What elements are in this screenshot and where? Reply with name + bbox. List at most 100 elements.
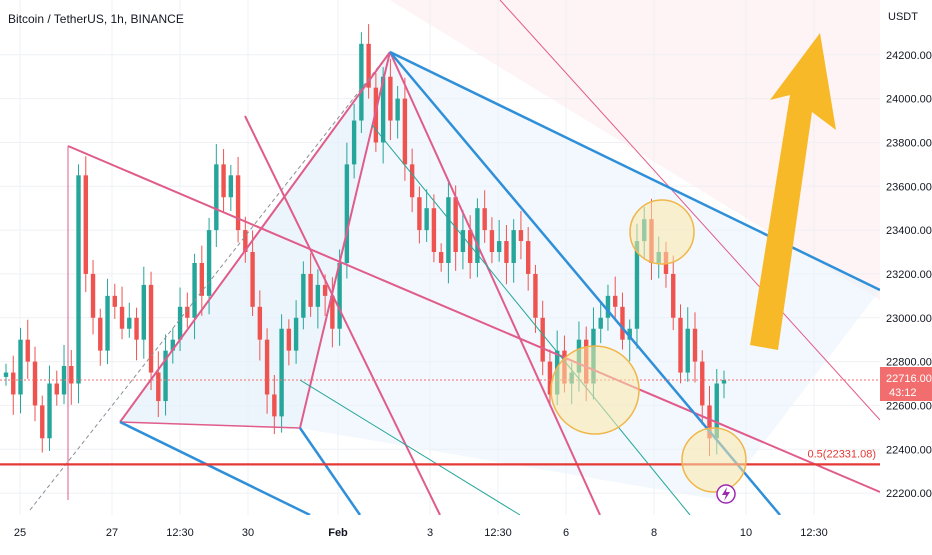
- current-price-tag: [880, 367, 932, 402]
- candle-body: [105, 295, 110, 351]
- candle-body: [511, 230, 516, 263]
- candle-body: [112, 295, 117, 307]
- candle-body: [714, 383, 719, 439]
- candle-body: [467, 230, 473, 263]
- candle-body: [40, 405, 45, 439]
- candle-body: [366, 43, 371, 88]
- candle-body: [533, 273, 538, 318]
- y-axis-unit: USDT: [888, 11, 918, 23]
- x-tick-label: 6: [563, 527, 569, 539]
- y-axis-panel: [880, 0, 932, 550]
- candle-body: [206, 230, 212, 296]
- blue-channel-bottom-right: [298, 427, 362, 516]
- blue-channel-top: [389, 50, 881, 292]
- candle-body: [148, 284, 154, 373]
- candle-body: [214, 164, 219, 231]
- x-tick-label: 25: [14, 527, 26, 539]
- candle-body: [293, 317, 299, 351]
- teal-median-line-2: [299, 379, 521, 516]
- candle-body: [721, 380, 727, 384]
- x-tick-label: 12:30: [800, 527, 828, 539]
- candle-body: [47, 383, 52, 439]
- bg-pink-region: [390, 0, 880, 300]
- lightning-bolt-icon: [722, 487, 730, 501]
- y-tick-label: 22600.00: [886, 400, 932, 412]
- highlight-circle-top: [629, 199, 695, 265]
- candle-body: [489, 230, 495, 253]
- candle-body: [685, 328, 690, 373]
- x-tick-label: 10: [740, 527, 752, 539]
- y-tick-label: 24000.00: [886, 94, 932, 106]
- x-tick-label: 30: [242, 527, 254, 539]
- candle-body: [98, 317, 103, 351]
- x-tick-label: 12:30: [166, 527, 194, 539]
- candle-body: [482, 208, 487, 231]
- candle-body: [518, 230, 524, 242]
- pitchfork-base: [119, 421, 301, 429]
- candle-body: [344, 164, 350, 263]
- candle-body: [192, 262, 197, 318]
- candle-body: [272, 394, 277, 417]
- candle-body: [228, 175, 234, 198]
- candle-body: [76, 175, 81, 384]
- candle-body: [453, 197, 458, 253]
- candle-body: [388, 76, 393, 121]
- x-tick-label: 12:30: [484, 527, 512, 539]
- candle-body: [446, 197, 451, 263]
- candle-body: [90, 273, 96, 318]
- candle-body: [235, 175, 241, 231]
- candle-body: [243, 230, 248, 253]
- up-arrow-icon: [750, 33, 836, 350]
- candle-body: [678, 317, 683, 373]
- candle-body: [620, 306, 625, 340]
- candle-body: [286, 328, 292, 351]
- current-price-value: 22716.00: [886, 373, 932, 385]
- candle-body: [496, 241, 502, 253]
- x-tick-label: 3: [427, 527, 433, 539]
- pink-thin-trendline: [499, 0, 881, 421]
- candle-body: [613, 295, 618, 307]
- candle-body: [141, 284, 146, 340]
- pink-trendline-long: [67, 145, 881, 493]
- y-tick-label: 23600.00: [886, 181, 932, 193]
- candle-body: [351, 120, 357, 165]
- y-tick-label: 23800.00: [886, 137, 932, 149]
- candle-body: [671, 273, 676, 318]
- candle-body: [221, 164, 226, 198]
- candle-body: [199, 262, 205, 296]
- pitchfork-line-right: [299, 51, 391, 429]
- candle-body: [337, 262, 342, 329]
- candle-body: [431, 208, 437, 253]
- candle-body: [156, 372, 161, 402]
- y-tick-label: 22200.00: [886, 488, 932, 500]
- candle-body: [170, 339, 176, 351]
- x-tick-label: Feb: [328, 527, 348, 539]
- candle-body: [322, 284, 328, 296]
- candle-body: [163, 350, 168, 402]
- candle-body: [634, 241, 640, 329]
- candle-body: [3, 372, 9, 377]
- candle-body: [257, 306, 263, 340]
- candle-body: [692, 328, 698, 362]
- candle-countdown: 43:12: [889, 387, 917, 399]
- candle-body: [18, 339, 23, 395]
- y-tick-label: 24200.00: [886, 50, 932, 62]
- candle-body: [605, 295, 611, 318]
- candle-body: [395, 98, 400, 121]
- candle-body: [330, 295, 335, 329]
- candle-body: [409, 164, 415, 198]
- candle-body: [279, 328, 284, 417]
- x-axis-panel: [0, 515, 880, 550]
- y-tick-label: 22800.00: [886, 357, 932, 369]
- candle-body: [69, 365, 74, 384]
- pitchfork-line-left: [119, 51, 391, 423]
- candle-body: [54, 383, 59, 395]
- highlight-circle-middle: [550, 345, 640, 435]
- candle-body: [525, 241, 531, 274]
- candle-body: [540, 317, 545, 362]
- drawing-lines-layer: 0.5(22331.08): [0, 0, 881, 517]
- candle-body: [301, 273, 306, 318]
- candle-body: [700, 361, 705, 406]
